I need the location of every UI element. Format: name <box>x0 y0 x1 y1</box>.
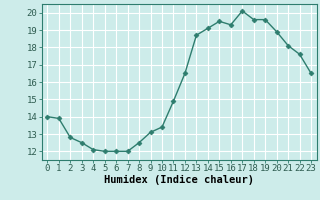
X-axis label: Humidex (Indice chaleur): Humidex (Indice chaleur) <box>104 175 254 185</box>
